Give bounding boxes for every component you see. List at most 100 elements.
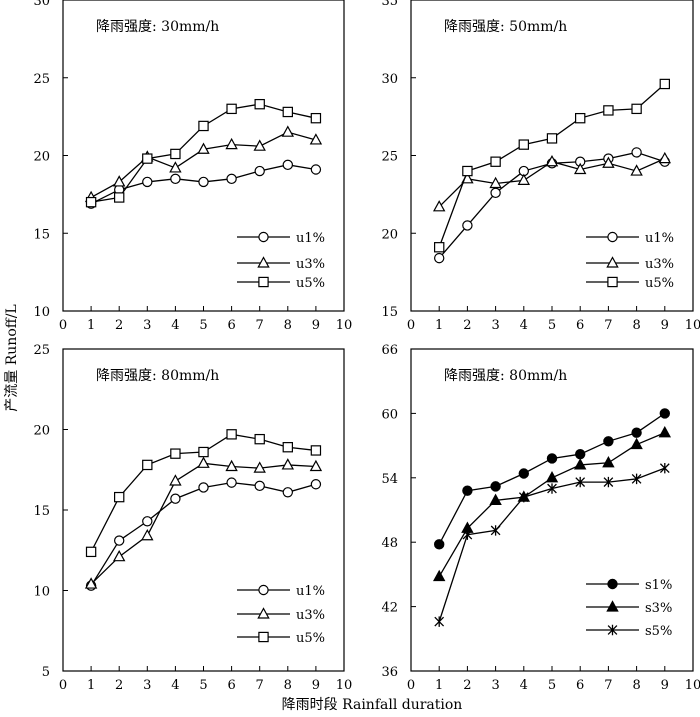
data-point-u3%	[169, 474, 182, 486]
x-tick-label: 8	[632, 318, 640, 333]
data-point-u1%	[198, 482, 209, 493]
data-point-s3%	[489, 493, 502, 505]
legend-marker-s3%	[606, 600, 619, 612]
data-point-s3%	[630, 437, 643, 450]
data-point-u3%	[253, 139, 266, 151]
x-tick-label: 8	[632, 678, 640, 693]
data-point-u3%	[630, 164, 643, 176]
data-point-u5%	[113, 192, 125, 203]
data-point-u1%	[462, 220, 473, 231]
figure-xlabel: 降雨时段 Rainfall duration	[282, 697, 463, 713]
data-point-u5%	[198, 120, 209, 132]
legend-marker-s5%	[607, 624, 618, 636]
y-tick-label: 54	[381, 472, 398, 487]
x-tick-label: 1	[435, 318, 443, 333]
data-point-u3%	[573, 162, 587, 175]
data-point-u5%	[198, 446, 209, 458]
y-tick-label: 25	[33, 343, 50, 358]
legend-marker-u3%	[257, 256, 270, 268]
data-point-u1%	[254, 480, 265, 492]
x-tick-label: 2	[463, 318, 471, 333]
legend-marker-u1%	[607, 231, 618, 243]
data-point-u3%	[169, 161, 182, 173]
data-point-u5%	[170, 448, 181, 459]
data-point-u5%	[226, 429, 237, 440]
y-tick-label: 35	[381, 0, 398, 9]
data-point-u5%	[434, 242, 445, 253]
data-point-u5%	[631, 103, 642, 115]
figure-ylabel: 产流量 Runoff/L	[4, 304, 20, 411]
x-tick-label: 4	[520, 678, 528, 693]
chart-panel-4: 0 1 2 3 4 5 6 7 8 9 10 36 42 48 54 60 66 降雨强度: 80mm/h s1% s…	[381, 343, 700, 693]
x-tick-label: 5	[199, 678, 207, 693]
legend-label: u3%	[296, 608, 325, 623]
data-point-u5%	[85, 196, 97, 208]
data-point-u1%	[226, 477, 237, 488]
x-tick-label: 0	[407, 318, 415, 333]
data-point-u1%	[113, 535, 125, 546]
data-point-u1%	[490, 187, 501, 199]
legend-marker-u3%	[606, 256, 619, 268]
y-tick-label: 10	[33, 305, 50, 320]
legend-label: u1%	[296, 584, 325, 599]
data-point-u3%	[225, 137, 238, 150]
data-point-u5%	[546, 133, 558, 144]
data-point-u1%	[282, 487, 293, 498]
x-tick-label: 6	[576, 318, 584, 333]
data-point-u5%	[518, 139, 530, 150]
legend-label: u5%	[645, 276, 674, 291]
data-point-u3%	[489, 176, 502, 189]
data-point-u3%	[517, 173, 531, 185]
data-point-u5%	[282, 442, 294, 453]
y-tick-label: 25	[33, 72, 50, 87]
x-tick-label: 6	[227, 678, 235, 693]
legend-label: u5%	[296, 631, 325, 646]
y-tick-label: 30	[381, 72, 398, 87]
y-tick-label: 66	[381, 343, 398, 358]
legend-label: u3%	[645, 257, 674, 272]
data-point-u3%	[602, 156, 615, 168]
x-tick-label: 7	[604, 678, 612, 693]
data-point-s5%	[490, 525, 501, 536]
data-point-s5%	[462, 529, 473, 540]
data-point-u3%	[281, 458, 295, 470]
legend-label: s1%	[645, 578, 672, 593]
y-tick-label: 20	[33, 150, 50, 165]
data-point-u5%	[254, 433, 265, 445]
data-point-s5%	[659, 462, 670, 474]
plot-frame	[410, 348, 694, 672]
data-point-u5%	[282, 106, 294, 118]
x-tick-label: 3	[143, 678, 151, 693]
x-tick-label: 1	[435, 678, 443, 693]
x-tick-label: 9	[661, 318, 669, 333]
y-tick-label: 20	[33, 424, 50, 439]
data-point-u5%	[254, 98, 265, 110]
y-tick-label: 5	[42, 665, 50, 680]
chart-title: 降雨强度: 30mm/h	[96, 19, 219, 35]
y-tick-label: 42	[381, 601, 398, 616]
data-point-u3%	[225, 459, 238, 472]
data-point-u1%	[170, 493, 181, 504]
data-point-u5%	[85, 546, 97, 558]
data-point-u1%	[142, 516, 153, 527]
data-point-u5%	[490, 156, 501, 167]
data-point-u5%	[310, 112, 322, 124]
data-point-s5%	[518, 491, 529, 503]
data-point-s1%	[490, 481, 501, 492]
x-tick-label: 10	[685, 318, 700, 333]
y-tick-label: 30	[33, 0, 50, 9]
legend-marker-u5%	[258, 276, 269, 288]
data-point-s5%	[547, 483, 557, 494]
x-tick-label: 4	[171, 678, 179, 693]
data-point-u3%	[84, 577, 98, 589]
legend-marker-s1%	[607, 578, 618, 590]
y-tick-label: 60	[381, 407, 398, 422]
data-point-s5%	[631, 473, 642, 485]
data-point-u3%	[112, 175, 126, 187]
data-point-u3%	[309, 133, 323, 145]
legend-marker-u5%	[607, 276, 618, 288]
legend-label: u1%	[645, 231, 674, 246]
x-tick-label: 6	[227, 318, 235, 333]
x-tick-label: 9	[312, 678, 320, 693]
x-tick-label: 7	[256, 318, 264, 333]
